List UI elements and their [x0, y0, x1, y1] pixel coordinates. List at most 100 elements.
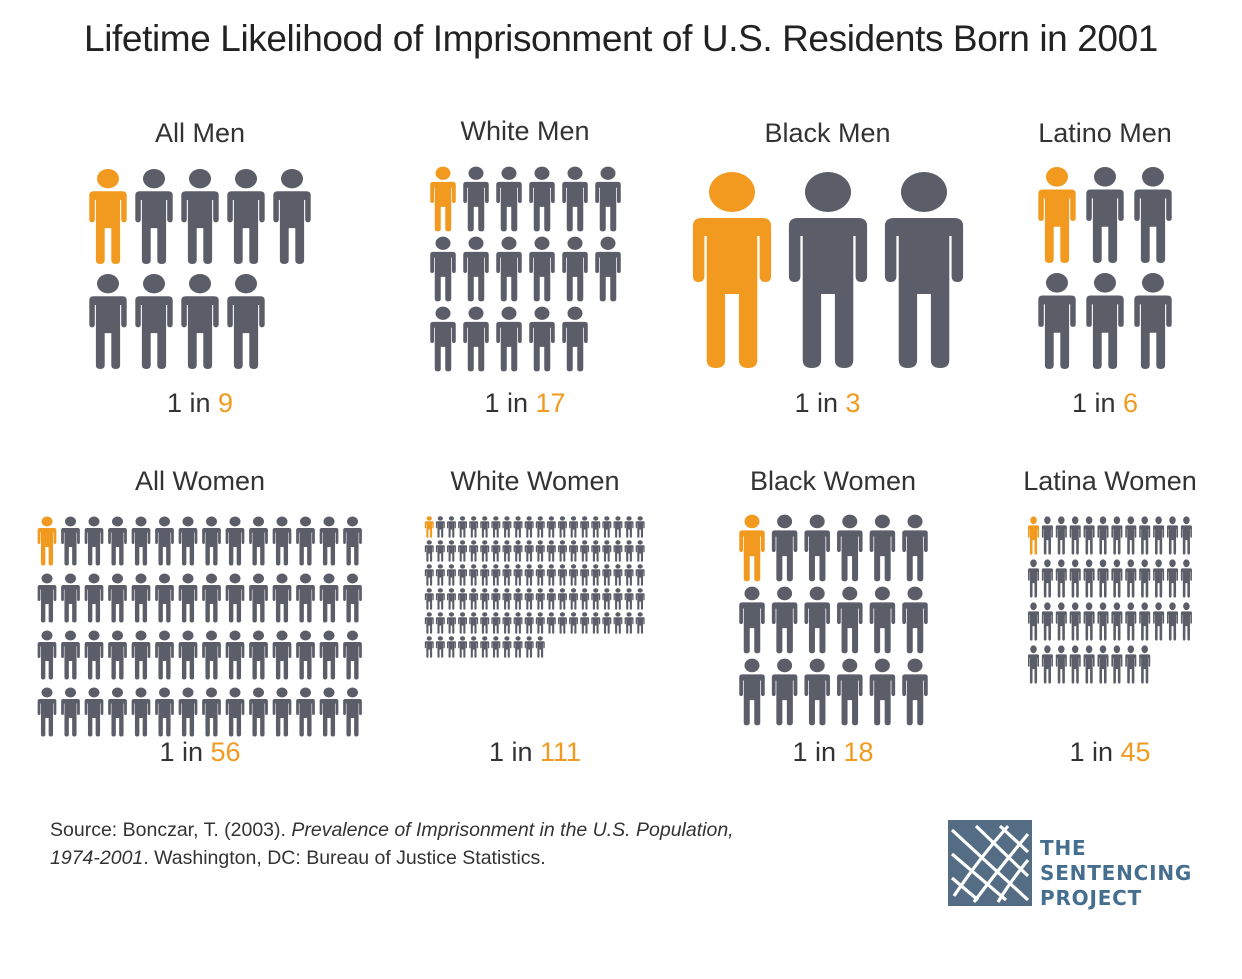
person-icon [558, 516, 568, 538]
person-icon [249, 516, 269, 566]
person-icon [1111, 516, 1123, 555]
person-icon [602, 516, 612, 538]
person-icon [1139, 602, 1151, 641]
source-prefix: Source: Bonczar, T. (2003). [50, 819, 292, 841]
ratio-value: 56 [210, 737, 241, 767]
person-icon [178, 573, 198, 623]
panel-black-women: Black Women 1 in 18 [733, 0, 933, 979]
person-icon-highlighted [425, 516, 435, 538]
person-icon [536, 564, 546, 586]
person-icon [296, 687, 316, 737]
source-title-line2: 1974-2001 [50, 847, 144, 869]
person-icon [536, 636, 546, 658]
person-icon [1038, 272, 1076, 370]
icon-grid [429, 166, 621, 372]
person-icon [447, 636, 457, 658]
ratio-label: 1 in 45 [1022, 737, 1198, 768]
person-icon [513, 636, 523, 658]
ratio-label: 1 in 56 [30, 737, 370, 768]
logo-line-sentencing: SENTENCING [1040, 861, 1193, 885]
person-icon [1167, 602, 1179, 641]
person-icon [84, 630, 104, 680]
person-icon [131, 573, 151, 623]
person-icon [425, 564, 435, 586]
ratio-value: 3 [845, 388, 861, 418]
person-icon [480, 636, 490, 658]
icon-grid [1028, 516, 1192, 684]
person-icon [491, 588, 501, 610]
person-icon-highlighted [1028, 516, 1040, 555]
logo-mark-icon [948, 820, 1032, 906]
person-icon [591, 612, 601, 634]
person-icon [319, 630, 339, 680]
person-icon [429, 306, 456, 372]
person-icon [613, 516, 623, 538]
panel-latino-men: Latino Men 1 in 6 [1025, 0, 1185, 979]
person-icon [1069, 516, 1081, 555]
person-icon [61, 573, 81, 623]
person-icon [1125, 559, 1137, 598]
person-icon [135, 273, 173, 370]
person-icon [108, 687, 128, 737]
person-icon [1097, 516, 1109, 555]
person-icon [1125, 602, 1137, 641]
person-icon [502, 564, 512, 586]
person-icon [1111, 559, 1123, 598]
person-icon [558, 540, 568, 562]
person-icon [296, 573, 316, 623]
person-icon [462, 236, 489, 302]
person-icon [131, 516, 151, 566]
person-icon [225, 573, 245, 623]
person-icon [469, 516, 479, 538]
person-icon [513, 588, 523, 610]
person-icon [1167, 559, 1179, 598]
person-icon [491, 564, 501, 586]
person-icon [513, 564, 523, 586]
person-icon [1134, 166, 1172, 264]
person-icon [525, 636, 534, 658]
person-icon [1139, 516, 1151, 555]
person-icon [462, 306, 489, 372]
person-icon [624, 540, 634, 562]
person-icon [602, 540, 612, 562]
person-icon [536, 516, 546, 538]
person-icon [636, 540, 645, 562]
icon-grid [692, 172, 963, 368]
person-icon [525, 540, 534, 562]
person-icon [1083, 559, 1095, 598]
person-icon [273, 168, 311, 265]
person-icon [901, 514, 928, 582]
person-icon [343, 630, 363, 680]
person-icon [547, 612, 557, 634]
panel-all-men: All Men 1 in 9 [80, 0, 320, 979]
panel-latina-women: Latina Women 1 in 45 [1022, 0, 1198, 979]
person-icon [569, 612, 579, 634]
person-icon [436, 540, 446, 562]
person-icon [613, 588, 623, 610]
ratio-prefix: 1 in [792, 737, 836, 767]
person-icon [272, 573, 292, 623]
person-icon [569, 588, 579, 610]
person-icon [1180, 516, 1192, 555]
person-icon [469, 636, 479, 658]
person-icon [272, 630, 292, 680]
ratio-value: 111 [540, 737, 582, 767]
person-icon [491, 612, 501, 634]
person-icon [272, 516, 292, 566]
ratio-label: 1 in 18 [733, 737, 933, 768]
person-icon [1041, 645, 1053, 684]
ratio-prefix: 1 in [159, 737, 203, 767]
person-icon [1028, 645, 1040, 684]
person-icon [84, 573, 104, 623]
person-icon [1139, 645, 1151, 684]
person-icon [181, 168, 219, 265]
person-icon [447, 564, 457, 586]
person-icon [480, 588, 490, 610]
person-icon [1069, 645, 1081, 684]
person-icon [1083, 602, 1095, 641]
person-icon [491, 540, 501, 562]
person-icon [495, 306, 522, 372]
person-icon [528, 306, 555, 372]
person-icon [425, 540, 435, 562]
person-icon [569, 540, 579, 562]
